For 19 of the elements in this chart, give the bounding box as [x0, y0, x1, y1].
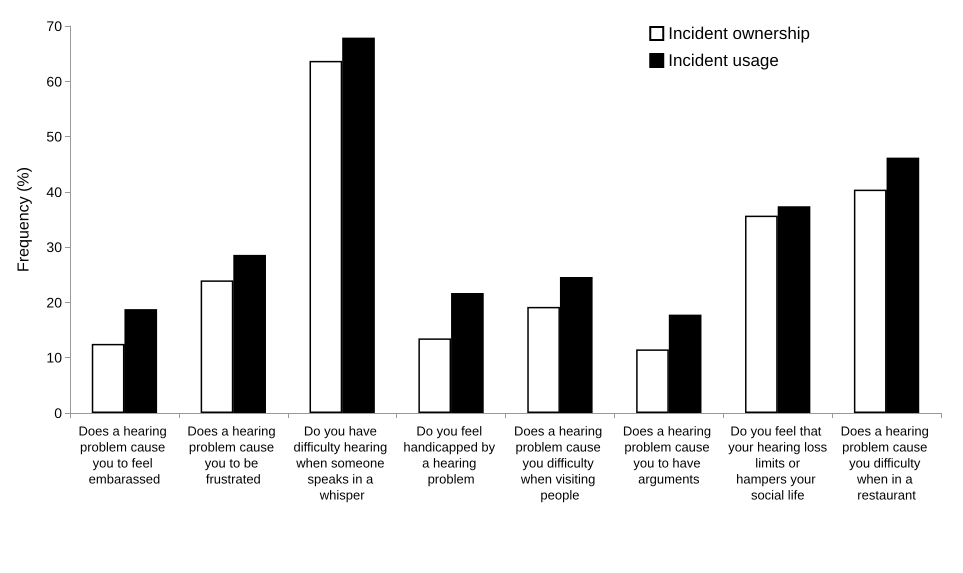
x-tick-label: Does a hearing problem cause you to be frustrated — [187, 424, 280, 486]
legend-label: Incident usage — [668, 51, 779, 70]
y-tick-label: 70 — [46, 18, 62, 34]
x-tick-label: Do you feel that your hearing loss limits or hampers your social life — [728, 424, 828, 502]
x-tick-label: Does a hearing problem cause you difficulty when in a restaurant — [840, 424, 932, 502]
y-tick-label: 40 — [46, 184, 62, 200]
y-tick-label: 0 — [54, 405, 62, 421]
x-tick-label: Does a hearing problem cause you to have arguments — [622, 424, 715, 486]
y-tick-label: 60 — [46, 73, 62, 90]
x-tick-label: Do you feel handicapped by a hearing problem — [403, 424, 499, 486]
y-tick-label: 20 — [46, 294, 62, 310]
y-axis-title: Frequency (%) — [16, 167, 32, 272]
legend-label: Incident ownership — [668, 24, 810, 43]
x-tick-label: Do you have difficulty hearing when someone speaks in a whisper — [294, 424, 391, 502]
x-tick-label: Does a hearing problem cause you difficulty when visiting people — [514, 424, 606, 502]
y-tick-label: 50 — [46, 128, 62, 145]
x-tick-label: Does a hearing problem cause you to feel embarassed — [78, 424, 170, 486]
y-tick-label: 10 — [46, 350, 62, 366]
y-tick-label: 30 — [46, 239, 62, 256]
